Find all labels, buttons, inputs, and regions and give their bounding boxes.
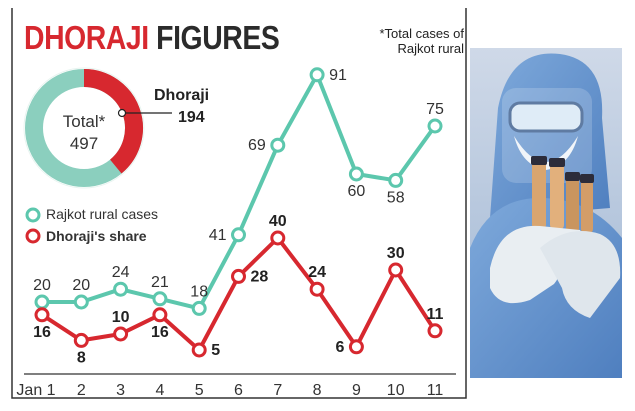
test-tube-2 [550,162,564,230]
data-point-dhoraji [270,230,286,246]
data-label-dhoraji: 5 [211,342,220,359]
data-label-dhoraji: 16 [33,324,51,341]
data-label-rajkot: 75 [426,101,444,118]
x-axis-ticks: Jan 1 2 3 4 5 6 7 8 9 10 11 [16,382,443,399]
data-point-dhoraji [388,262,404,278]
data-point-rajkot [270,137,286,153]
health-worker-photo [470,48,622,378]
data-point-rajkot [309,67,325,83]
donut-chart: Total* 497 Dhoraji 194 [23,67,209,189]
x-tick-label: 7 [273,382,282,399]
footnote: *Total cases of Rajkot rural [352,26,464,56]
legend-rajkot-label: Rajkot rural cases [46,206,158,222]
data-label-rajkot: 41 [209,227,227,244]
data-label-rajkot: 24 [112,264,130,281]
data-label-rajkot: 18 [190,283,208,300]
test-tube-cap-4 [580,174,594,183]
legend-dhoraji-label: Dhoraji's share [46,228,147,244]
data-label-rajkot: 20 [33,277,51,294]
data-label-rajkot: 20 [72,277,90,294]
x-tick-label: 4 [155,382,164,399]
x-tick-label: 5 [195,382,204,399]
photo-test-tubes [531,156,594,234]
data-point-dhoraji [152,307,168,323]
donut-total-label: Total* [63,112,106,131]
data-point-dhoraji [73,332,89,348]
data-point-rajkot [348,166,364,182]
footnote-line-2: Rajkot rural [397,41,464,56]
test-tube-cap-1 [531,156,547,165]
x-tick-label: 8 [313,382,322,399]
data-label-rajkot: 60 [348,183,366,200]
data-label-dhoraji: 40 [269,213,287,230]
donut-callout-name: Dhoraji [154,87,209,104]
data-point-rajkot [388,172,404,188]
data-point-rajkot [73,294,89,310]
legend-dhoraji-swatch [25,228,41,244]
test-tube-4 [581,178,593,234]
photo-goggles [508,101,584,133]
x-tick-label: 6 [234,382,243,399]
data-point-dhoraji [113,326,129,342]
data-point-rajkot [231,227,246,243]
data-label-rajkot: 21 [151,274,169,291]
title-dark-part: FIGURES [156,19,280,56]
data-label-dhoraji: 10 [112,309,130,326]
page-title: DHORAJI FIGURES [24,18,280,58]
data-point-rajkot [191,300,207,316]
donut-outline [23,67,145,189]
test-tube-cap-2 [549,158,565,167]
data-point-rajkot [34,294,50,310]
data-point-dhoraji [309,281,325,297]
x-tick-label: 10 [387,382,405,399]
footnote-line-1: *Total cases of [379,26,464,41]
data-label-rajkot: 58 [387,189,405,206]
photo-glove-right [540,231,621,318]
test-tube-1 [532,160,546,230]
x-tick-label: 2 [77,382,86,399]
donut-share-arc [83,69,143,174]
data-point-rajkot [152,291,168,307]
data-point-rajkot [427,118,443,134]
photo-face-shield [502,88,592,183]
x-tick-label: 3 [116,382,125,399]
data-label-dhoraji: 16 [151,324,169,341]
donut-callout-dot [117,108,127,118]
data-label-dhoraji: 11 [427,306,444,323]
x-tick-label: Jan 1 [16,382,55,399]
data-label-dhoraji: 8 [77,349,86,366]
data-label-dhoraji: 30 [387,245,405,262]
frame-border [11,8,467,399]
donut-total-value: 497 [70,134,98,153]
series-layer: 20 20 24 21 18 41 69 91 60 58 75 16 8 10 16 5 28 40 24 6 30 1… [33,67,444,367]
data-point-rajkot [113,281,129,297]
data-point-dhoraji [231,268,246,284]
data-label-rajkot: 91 [329,67,347,84]
data-point-dhoraji [427,323,443,339]
data-label-dhoraji: 24 [308,264,326,281]
legend-rajkot-swatch [25,207,41,223]
data-point-dhoraji [348,339,364,355]
data-label-rajkot: 69 [248,137,266,154]
data-point-dhoraji [34,307,50,323]
data-label-dhoraji: 6 [335,339,344,356]
x-tick-label: 11 [427,382,444,399]
test-tube-3 [566,176,579,234]
x-tick-label: 9 [352,382,361,399]
test-tube-cap-3 [565,172,580,181]
legend: Rajkot rural cases Dhoraji's share [25,206,158,244]
data-label-dhoraji: 28 [251,268,269,285]
data-point-dhoraji [191,342,207,358]
donut-callout-value: 194 [178,109,205,126]
title-red-part: DHORAJI [24,19,149,56]
